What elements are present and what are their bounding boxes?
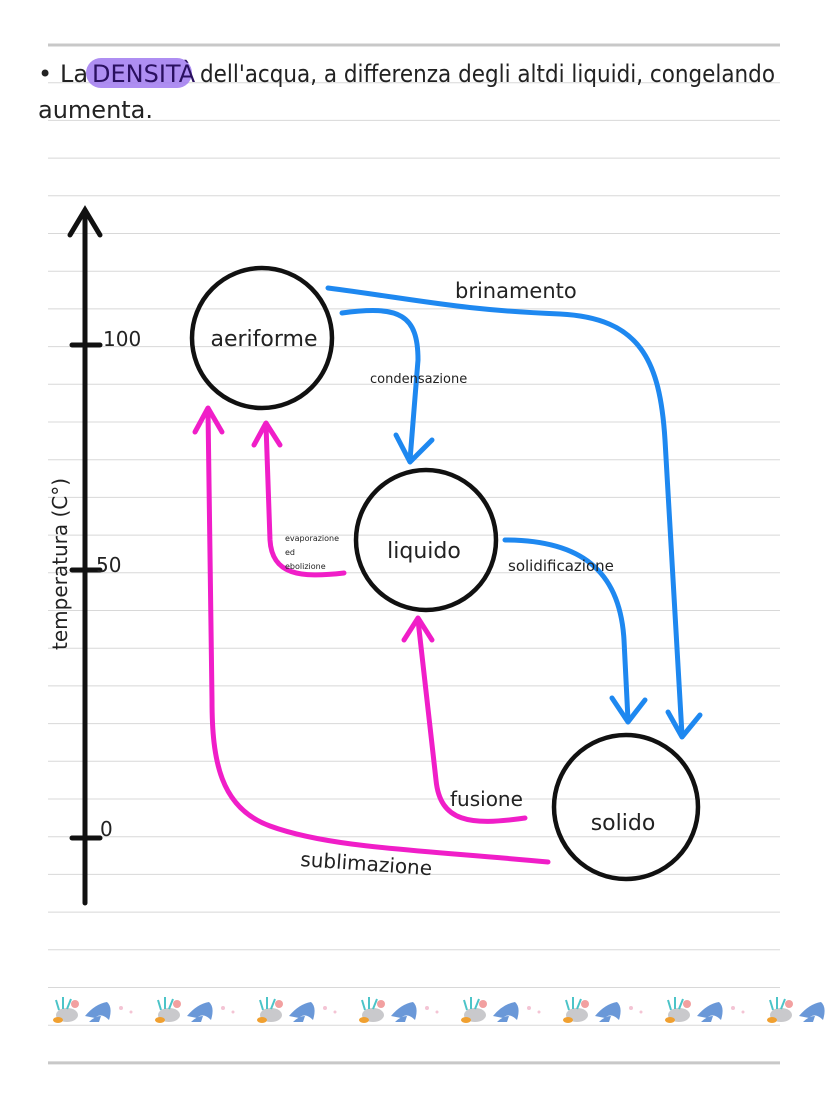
tape-motif <box>461 997 541 1023</box>
tick-100: 100 <box>103 327 141 351</box>
label-liquido: liquido <box>387 539 461 564</box>
arrowhead-sublimazione <box>192 405 225 435</box>
state-circle-liquido <box>353 467 499 613</box>
label-brinamento: brinamento <box>455 279 577 303</box>
temperature-axis <box>67 205 103 906</box>
arrow-condensazione <box>339 308 421 463</box>
tape-motif <box>665 997 745 1023</box>
label-condensazione: condensazione <box>370 372 467 387</box>
label-solidificazione: solidificazione <box>508 557 614 575</box>
arrowhead-solidificazione <box>609 695 648 725</box>
text-la: La <box>60 60 88 88</box>
highlight-marker <box>86 58 192 88</box>
state-circle-aeriforme <box>189 265 335 411</box>
arrowhead-evaporazione <box>251 420 283 448</box>
ruled-lines <box>48 43 780 1065</box>
arrow-evaporazione <box>263 422 347 578</box>
tick-50: 50 <box>96 553 121 577</box>
tape-motif <box>155 997 235 1023</box>
arrowhead-brinamento <box>665 709 703 740</box>
arrow-solidificazione <box>502 537 631 723</box>
text-line2: aumenta. <box>38 96 153 124</box>
tape-motif <box>563 997 643 1023</box>
label-ebolizione: ebolizione <box>285 562 326 571</box>
bullet: • <box>38 60 52 88</box>
arrow-brinamento <box>325 285 685 738</box>
axis-label: temperatura (C°) <box>48 478 72 650</box>
arrowhead-condensazione <box>393 432 435 465</box>
arrow-sublimazione <box>205 407 551 865</box>
label-evaporazione: evaporazione <box>285 534 339 543</box>
tape-motif <box>53 997 133 1023</box>
arrow-fusione <box>415 617 528 824</box>
label-ed: ed <box>285 548 295 557</box>
label-fusione: fusione <box>450 787 523 811</box>
label-aeriforme: aeriforme <box>210 327 317 352</box>
tape-motif <box>359 997 439 1023</box>
svg-text:evaporazione ed eboliz: evaporazione ed ebolizione <box>285 534 342 571</box>
washi-tape-decoration <box>53 997 825 1023</box>
tape-motif <box>767 997 825 1023</box>
tape-motif <box>257 997 337 1023</box>
arrowhead-fusione <box>401 615 435 643</box>
highlight-text: DENSITÀ <box>92 59 196 88</box>
tick-0: 0 <box>100 817 113 841</box>
label-solido: solido <box>591 811 656 836</box>
state-circle-solido <box>551 732 701 882</box>
svg-text:• La DENSITÀ dell': • La DENSITÀ dell'acqua, a differenza de… <box>38 59 775 88</box>
text-line1: dell'acqua, a differenza degli altdi liq… <box>200 60 775 88</box>
